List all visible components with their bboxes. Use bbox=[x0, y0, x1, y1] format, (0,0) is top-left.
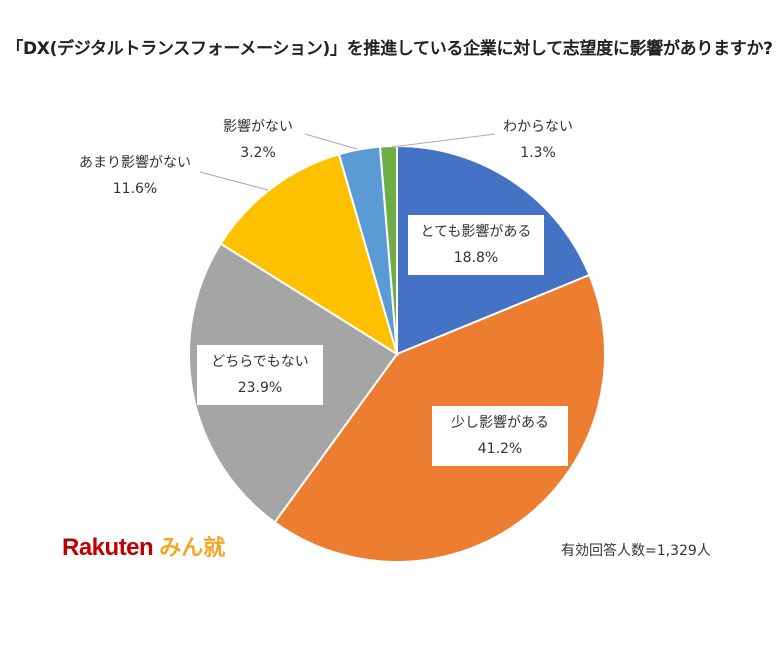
label-slice-0-value: 18.8% bbox=[453, 250, 499, 266]
label-slice-3: あまり影響がない 11.6% bbox=[70, 150, 200, 202]
label-slice-4-value: 3.2% bbox=[240, 145, 276, 161]
label-slice-0-name: とても影響がある bbox=[420, 224, 532, 240]
label-slice-4-name: 影響がない bbox=[223, 119, 293, 135]
leader-line-slice-3 bbox=[199, 171, 269, 191]
label-slice-1: 少し影響がある 41.2% bbox=[432, 406, 568, 466]
label-slice-5-name: わからない bbox=[503, 119, 573, 135]
label-slice-4: 影響がない 3.2% bbox=[213, 114, 303, 166]
logo-sub: みん就 bbox=[159, 536, 226, 561]
logo-brand: Rakuten bbox=[62, 534, 154, 561]
label-slice-2-value: 23.9% bbox=[237, 380, 283, 396]
chart-title: 「DX(デジタルトランスフォーメーション)」を推進している企業に対して志望度に影… bbox=[6, 39, 773, 59]
label-slice-5-value: 1.3% bbox=[520, 145, 556, 161]
respondent-count-note: 有効回答人数=1,329人 bbox=[561, 543, 711, 559]
label-slice-1-value: 41.2% bbox=[477, 441, 523, 457]
label-slice-2-name: どちらでもない bbox=[211, 354, 309, 370]
label-slice-1-name: 少し影響がある bbox=[451, 415, 549, 431]
leader-line-slice-5 bbox=[391, 133, 496, 148]
leader-line-slice-4 bbox=[304, 133, 358, 150]
label-slice-2: どちらでもない 23.9% bbox=[197, 345, 323, 405]
label-slice-3-value: 11.6% bbox=[112, 181, 158, 197]
rakuten-minshu-logo: Rakuten みん就 bbox=[62, 530, 225, 562]
label-slice-3-name: あまり影響がない bbox=[79, 155, 191, 171]
label-slice-0: とても影響がある 18.8% bbox=[408, 215, 544, 275]
label-slice-5: わからない 1.3% bbox=[493, 114, 583, 166]
